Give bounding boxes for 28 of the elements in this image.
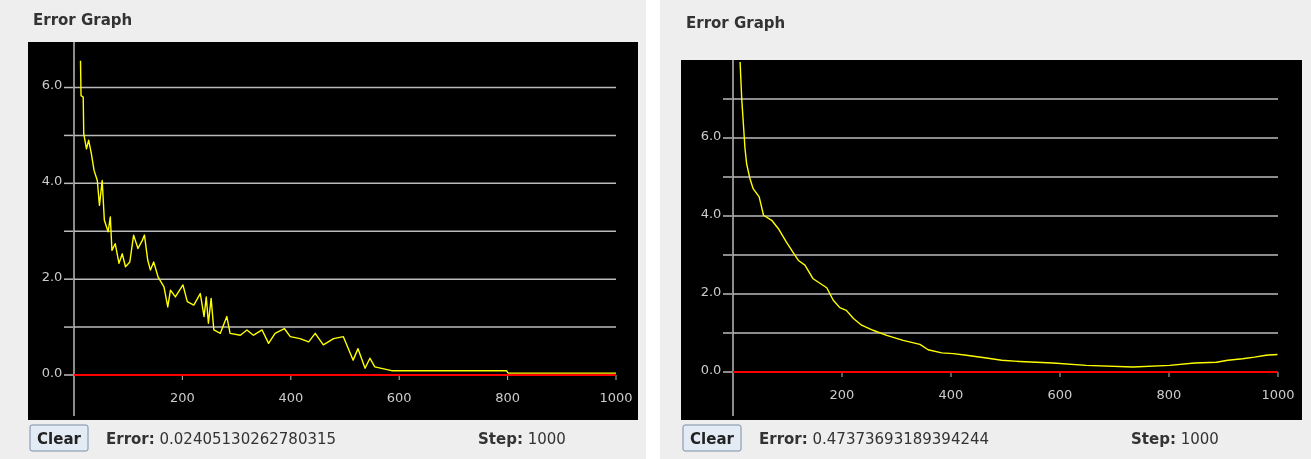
text: Clear <box>37 430 82 448</box>
y-tick-label: 0.0 <box>700 361 722 377</box>
x-tick-label: 1000 <box>1261 387 1295 402</box>
y-tick-label: 0.0 <box>41 364 63 380</box>
y-tick-label: 4.0 <box>700 205 722 221</box>
text: Step: 1000 <box>478 430 566 448</box>
text: Step: 1000 <box>1131 430 1219 448</box>
y-tick-label: 6.0 <box>700 127 722 143</box>
x-tick-label: 600 <box>1047 387 1073 402</box>
y-tick-label: 2.0 <box>700 283 722 299</box>
line-series <box>79 59 617 374</box>
x-tick-label: 800 <box>495 390 521 405</box>
x-tick-label: 600 <box>386 390 412 405</box>
x-tick-label: 200 <box>829 387 855 402</box>
text: Error: 0.02405130262780315 <box>106 430 337 448</box>
y-tick-label: 4.0 <box>41 172 63 188</box>
x-tick-label: 400 <box>938 387 964 402</box>
text: Clear <box>690 430 735 448</box>
x-tick-label: 400 <box>278 390 304 405</box>
x-tick-label: 200 <box>169 390 195 405</box>
line-series <box>739 61 1279 368</box>
chart-title: Error Graph <box>33 11 133 29</box>
x-tick-label: 800 <box>1156 387 1182 402</box>
chart-title: Error Graph <box>686 14 786 32</box>
y-tick-label: 6.0 <box>41 77 63 93</box>
text: Error: 0.47373693189394244 <box>759 430 990 448</box>
x-tick-label: 1000 <box>599 390 633 405</box>
y-tick-label: 2.0 <box>41 268 63 284</box>
